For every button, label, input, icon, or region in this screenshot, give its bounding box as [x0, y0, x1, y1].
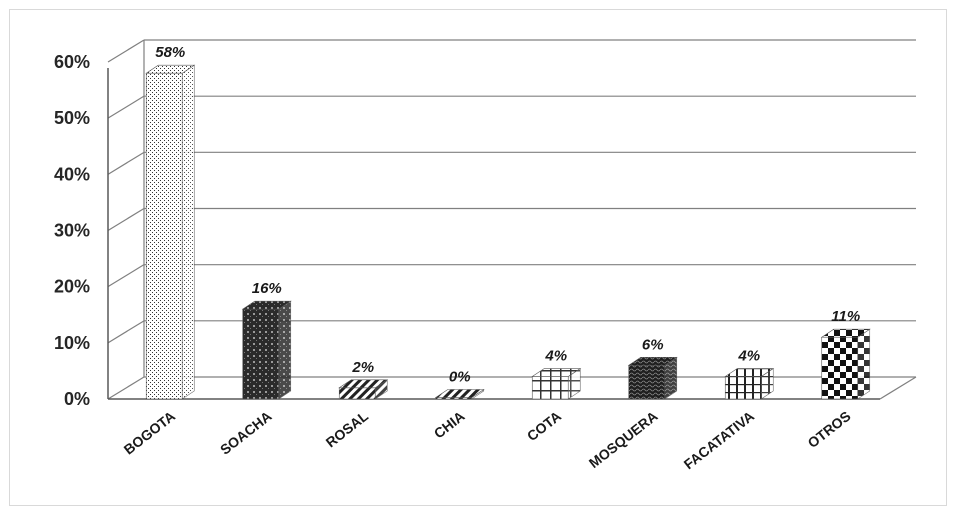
floor-right-edge: [879, 376, 917, 400]
category-label: FACATATIVA: [681, 408, 757, 473]
y-tick-label: 50%: [54, 108, 90, 128]
bar-side: [278, 300, 292, 400]
bar-rosal: [338, 379, 389, 400]
bar-top: [434, 389, 485, 398]
side-gridline: [107, 376, 145, 400]
bar-front: [821, 336, 859, 400]
side-gridline: [107, 207, 145, 232]
category-label: MOSQUERA: [586, 408, 661, 471]
y-tick-label: 30%: [54, 221, 90, 241]
side-gridline: [107, 264, 145, 288]
data-label: 58%: [155, 44, 185, 61]
data-label: 2%: [351, 359, 374, 376]
category-label: CHIA: [431, 408, 468, 442]
y-tick-labels: 0% 10% 20% 30% 40% 50% 60%: [54, 52, 90, 409]
bar-front: [628, 364, 666, 400]
y-tick-label: 60%: [54, 52, 90, 72]
side-gridline: [107, 39, 145, 63]
bar-top: [241, 300, 292, 310]
bar-front: [145, 72, 183, 400]
bar-top: [531, 368, 582, 377]
bar-front: [531, 376, 569, 400]
bar-cota: [531, 367, 582, 400]
y-tick-label: 10%: [54, 333, 90, 353]
gridlines: [107, 39, 917, 400]
bar-top: [338, 379, 389, 389]
y-tick-label: 20%: [54, 277, 90, 297]
bar-chia: [434, 388, 485, 400]
category-label: BOGOTA: [121, 408, 178, 458]
category-label: SOACHA: [217, 408, 275, 458]
data-label: 4%: [544, 348, 567, 365]
category-label: ROSAL: [323, 407, 372, 450]
side-gridline: [107, 151, 145, 175]
y-tick-label: 40%: [54, 164, 90, 184]
bar-top: [145, 64, 196, 74]
data-labels: 58% 16% 2% 0% 4% 6% 4% 11%: [155, 44, 860, 385]
bar-front: [242, 308, 280, 400]
bar-top: [627, 356, 678, 366]
side-gridline: [107, 320, 145, 344]
category-labels: BOGOTA SOACHA ROSAL CHIA COTA MOSQUERA FACATAT…: [121, 407, 854, 472]
category-label: OTROS: [805, 408, 854, 451]
bar-side: [181, 64, 195, 400]
bar-top: [724, 368, 775, 377]
data-label: 4%: [737, 348, 760, 365]
bar-front: [338, 387, 376, 400]
bar-facatativa: [724, 367, 775, 400]
bar-bogota: [145, 64, 196, 400]
bar-top: [820, 328, 871, 338]
bar-otros: [820, 328, 871, 400]
category-label: COTA: [524, 408, 564, 444]
data-label: 11%: [831, 308, 860, 325]
data-label: 6%: [642, 336, 664, 353]
axes: [107, 68, 880, 400]
side-gridline: [107, 95, 145, 119]
y-tick-label: 0%: [64, 389, 90, 409]
bar-front: [724, 376, 762, 400]
data-label: 16%: [252, 280, 282, 297]
bar-side: [857, 328, 871, 400]
data-label: 0%: [449, 369, 471, 386]
bar-soacha: [241, 300, 292, 400]
bars: [145, 64, 871, 400]
bar-mosquera: [627, 356, 678, 400]
